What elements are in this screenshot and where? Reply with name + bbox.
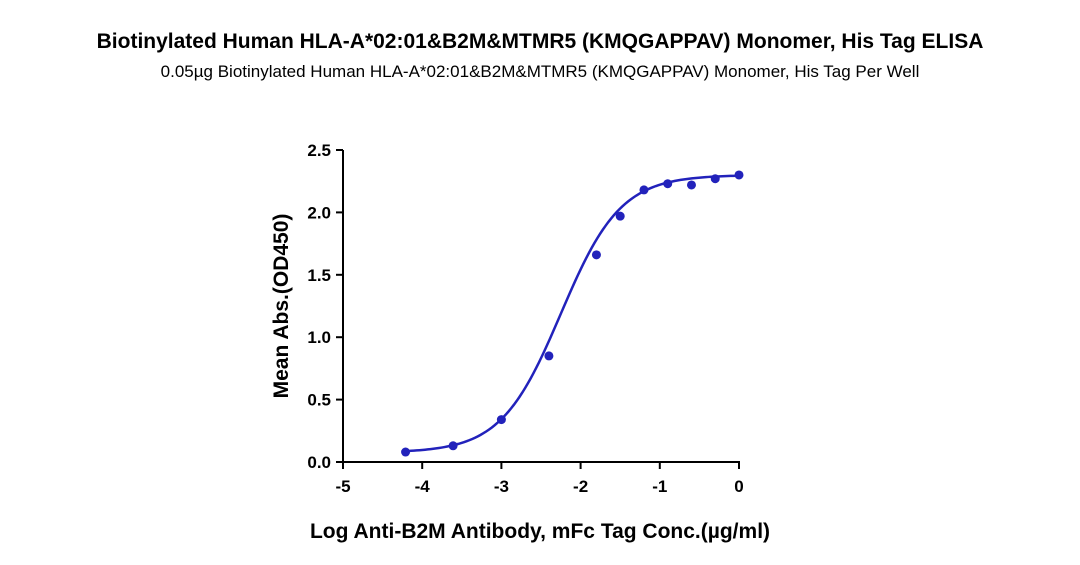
data-point [544, 351, 554, 361]
chart-ticks: -5 -4 -3 -2 -1 0 0.0 0.5 1.0 1.5 2.0 2.5 [307, 141, 743, 496]
data-point [448, 441, 458, 451]
chart-axes [342, 150, 740, 463]
data-point [663, 179, 673, 189]
chart-title: Biotinylated Human HLA-A*02:01&B2M&MTMR5… [96, 30, 984, 53]
data-point [686, 180, 696, 190]
fit-curve-group [405, 174, 740, 453]
data-point [639, 185, 649, 195]
y-tick-label: 1.0 [307, 328, 331, 347]
x-tick-label: 0 [734, 477, 743, 496]
x-tick-label: -3 [494, 477, 509, 496]
y-tick-label: 0.5 [307, 391, 331, 410]
fit-curve [405, 174, 740, 453]
data-point [591, 250, 601, 260]
data-point [496, 415, 506, 425]
y-axis-title: Mean Abs.(OD450) [270, 214, 293, 399]
x-tick-label: -4 [415, 477, 431, 496]
data-points [401, 170, 744, 457]
chart-subtitle: 0.05µg Biotinylated Human HLA-A*02:01&B2… [160, 62, 920, 81]
y-tick-label: 1.5 [307, 266, 331, 285]
data-point [710, 174, 720, 184]
data-point [615, 211, 625, 221]
y-tick-label: 0.0 [307, 453, 331, 472]
x-tick-label: -2 [573, 477, 588, 496]
x-axis-title: Log Anti-B2M Antibody, mFc Tag Conc.(µg/… [310, 520, 770, 543]
data-point [734, 170, 744, 180]
y-tick-label: 2.5 [307, 141, 331, 160]
x-tick-label: -5 [335, 477, 350, 496]
x-tick-label: -1 [652, 477, 667, 496]
data-point [401, 447, 411, 457]
y-tick-label: 2.0 [307, 203, 331, 222]
